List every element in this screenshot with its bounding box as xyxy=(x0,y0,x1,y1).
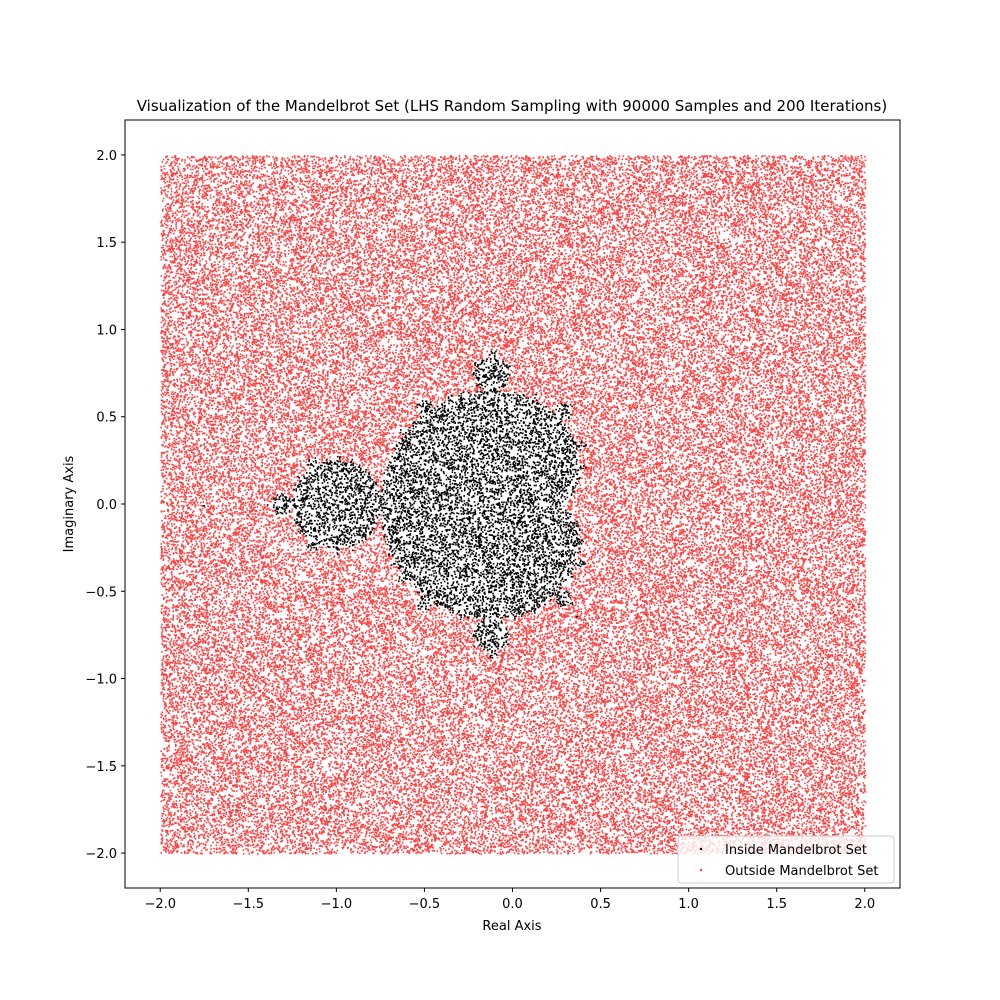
y-tick-label: 0.5 xyxy=(96,411,117,426)
inside-points-layer xyxy=(202,331,587,659)
y-tick-label: −2.0 xyxy=(85,847,117,862)
x-tick-label: 0.5 xyxy=(590,897,611,912)
legend-box xyxy=(677,835,895,884)
y-tick-label: 1.0 xyxy=(96,323,117,338)
legend-label-outside: Outside Mandelbrot Set xyxy=(725,864,878,879)
y-tick-label: 2.0 xyxy=(96,149,117,164)
y-axis-label: Imaginary Axis xyxy=(62,455,77,552)
legend-label-inside: Inside Mandelbrot Set xyxy=(725,843,867,858)
x-tick-label: 2.0 xyxy=(854,897,875,912)
x-axis: −2.0 −1.5 −1.0 −0.5 0.0 0.5 1.0 1.5 2.0 xyxy=(144,888,875,912)
y-axis: 2.0 1.5 1.0 0.5 0.0 −0.5 −1.0 −1.5 −2.0 xyxy=(85,149,125,862)
legend: Inside Mandelbrot Set Outside Mandelbrot… xyxy=(677,835,895,884)
inside-mandelbrot-points xyxy=(202,331,587,659)
y-tick-label: 1.5 xyxy=(96,236,117,251)
x-axis-label: Real Axis xyxy=(482,919,541,934)
y-tick-label: 0.0 xyxy=(96,498,117,513)
x-tick-label: 1.5 xyxy=(766,897,787,912)
y-tick-label: −0.5 xyxy=(85,585,117,600)
x-tick-label: −1.0 xyxy=(321,897,353,912)
legend-marker-inside xyxy=(699,847,703,851)
x-tick-label: −1.5 xyxy=(233,897,265,912)
x-tick-label: −0.5 xyxy=(409,897,441,912)
legend-marker-outside xyxy=(699,868,703,872)
x-tick-label: 0.0 xyxy=(502,897,523,912)
chart-title: Visualization of the Mandelbrot Set (LHS… xyxy=(137,97,887,115)
outside-points-layer xyxy=(160,154,867,855)
y-tick-label: −1.5 xyxy=(85,760,117,775)
outside-mandelbrot-points xyxy=(160,154,867,855)
x-tick-label: 1.0 xyxy=(678,897,699,912)
y-tick-label: −1.0 xyxy=(85,673,117,688)
x-tick-label: −2.0 xyxy=(144,897,176,912)
